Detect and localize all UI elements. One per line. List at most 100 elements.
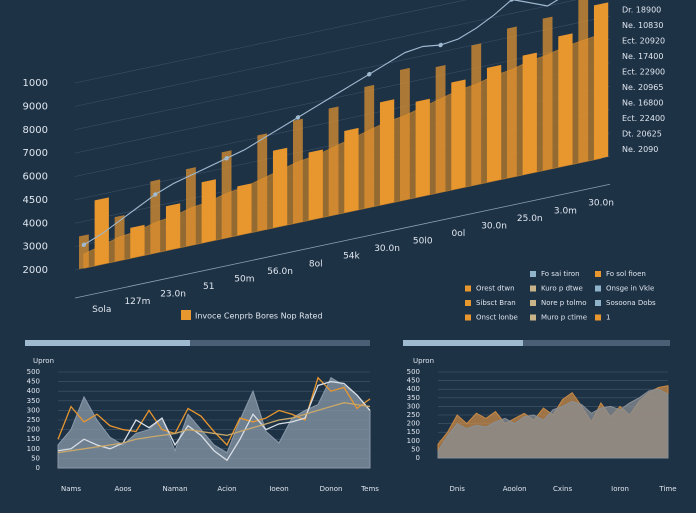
y-tick-label: 500 (407, 368, 420, 376)
y-tick-label: 500 (27, 368, 40, 376)
legend-swatch (181, 310, 191, 320)
legend-label: Sibsct Bran (476, 299, 516, 307)
x-tick-label: 50l0 (413, 237, 433, 247)
y-tick-label: 4500 (23, 195, 48, 206)
y-tick-label: 400 (407, 385, 420, 393)
legend-label: Sosoona Dobs (606, 299, 656, 307)
y-tick-label: 50 (411, 445, 420, 453)
x-tick-label: 0ol (452, 229, 466, 239)
y-tick-label: 0 (416, 454, 420, 462)
y-tick-label: 100 (407, 437, 420, 445)
annotation: Ect. 22900 (622, 68, 665, 77)
bar (186, 167, 196, 247)
bar (221, 150, 232, 239)
grid-line (75, 0, 610, 84)
y-tick-label: 7000 (23, 148, 48, 159)
header-strip (403, 340, 523, 346)
grid-line (75, 0, 610, 107)
legend-swatch (465, 300, 471, 306)
x-axis-line (75, 183, 610, 299)
bar (435, 65, 446, 194)
plot-area (75, 0, 610, 299)
x-tick-label: 127m (124, 297, 150, 307)
legend-label: Orest dtwn (476, 285, 515, 293)
legend-swatch (465, 314, 471, 321)
y-tick-label: 100 (27, 445, 40, 453)
bar (379, 99, 395, 206)
y-tick-label: 150 (27, 435, 40, 443)
bar (257, 133, 268, 232)
y-axis-label: Upron (413, 357, 434, 365)
line (57, 402, 371, 454)
y-tick-label: 8000 (23, 125, 48, 136)
bar (400, 67, 410, 201)
header-strip (190, 340, 370, 346)
bar (237, 183, 252, 236)
bar (415, 98, 430, 198)
annotation: Ect. 20920 (622, 37, 665, 46)
bar (79, 234, 89, 270)
x-tick-label: Tems (360, 485, 379, 493)
bar (593, 2, 609, 160)
y-tick-label: 350 (407, 394, 420, 402)
y-tick-label: 3000 (23, 242, 48, 253)
x-tick-label: Sola (92, 305, 111, 315)
bar (507, 26, 517, 179)
x-tick-label: Time (658, 485, 676, 493)
legend-label: Fo sai tiron (541, 270, 580, 278)
y-tick-label: 300 (27, 406, 40, 414)
legend-swatch (595, 285, 601, 292)
bar (522, 52, 537, 175)
bar (344, 127, 359, 213)
annotation: Dt. 20625 (622, 130, 662, 139)
plot-area (437, 371, 669, 459)
bar (94, 197, 109, 266)
x-tick-label: Ioron (611, 485, 629, 493)
y-axis-label: Upron (33, 357, 54, 365)
annotation: Dr. 18900 (622, 6, 661, 15)
x-tick-label: 23.0n (160, 290, 186, 300)
y-tick-label: 200 (407, 420, 420, 428)
header-strip (523, 340, 670, 346)
bar (486, 64, 502, 183)
x-tick-label: Cxins (553, 485, 572, 493)
legend-swatch (595, 300, 601, 306)
y-tick-label: 0 (36, 464, 40, 472)
x-tick-label: 56.0n (267, 267, 293, 277)
bar (364, 84, 375, 209)
x-tick-label: Dnis (449, 485, 465, 493)
x-tick-label: 25.0n (517, 214, 543, 224)
y-tick-label: 50 (31, 454, 40, 462)
bar (308, 149, 323, 221)
line-point (438, 42, 443, 48)
y-tick-label: 450 (407, 377, 420, 385)
legend-label: Onsct lonbe (476, 314, 518, 322)
line-point (224, 156, 229, 161)
y-tick-label: 1000 (23, 78, 48, 89)
bar (471, 43, 482, 186)
annotation: Ect. 22400 (622, 114, 665, 123)
legend-label: Nore p tolmo (541, 299, 587, 307)
line-point (367, 71, 372, 77)
line (57, 376, 371, 447)
y-tick-label: 300 (407, 402, 420, 410)
plot-area (57, 371, 371, 469)
x-tick-label: 30.0n (374, 244, 400, 254)
y-tick-label: 2000 (23, 265, 48, 276)
grid-line (75, 15, 610, 131)
y-tick-label: 250 (407, 411, 420, 419)
line-point (81, 242, 87, 247)
x-tick-label: Acion (217, 485, 236, 493)
x-tick-label: Nams (61, 485, 81, 493)
bar (328, 106, 339, 217)
annotation: Ne. 16800 (622, 99, 663, 108)
x-tick-label: 30.0n (588, 199, 614, 209)
legend-label: Muro p ctime (541, 314, 587, 322)
legend-label: 1 (606, 314, 610, 322)
bar (558, 33, 573, 168)
x-tick-label: 54k (343, 252, 360, 262)
legend-swatch (530, 300, 536, 306)
annotation: Ne. 10830 (622, 21, 663, 30)
legend-label: Invoce Cenprb Bores Nop Rated (195, 312, 323, 321)
